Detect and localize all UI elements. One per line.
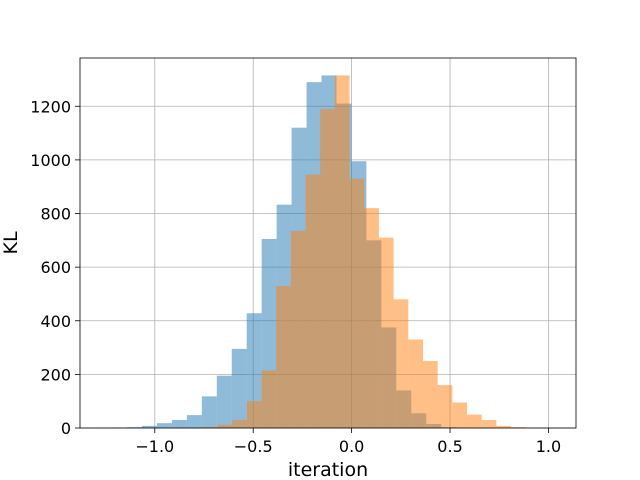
x-axis-label: iteration — [288, 459, 368, 480]
histogram-bar — [246, 401, 262, 428]
x-tick-label: 0.5 — [437, 437, 462, 456]
histogram-bar — [320, 108, 335, 429]
x-tick-label: 1.0 — [536, 437, 561, 456]
x-tick-label: −0.5 — [234, 437, 273, 456]
histogram-bar — [171, 419, 187, 428]
histogram-bar — [393, 299, 409, 428]
histogram-bar — [378, 237, 394, 428]
x-axis-ticks: −1.0 −0.5 0.0 0.5 1.0 — [135, 428, 561, 456]
histogram-bar — [496, 425, 512, 428]
histogram-bar — [511, 427, 526, 428]
y-tick-label: 0 — [61, 419, 71, 438]
histogram-bar — [201, 396, 217, 428]
histogram-bar — [481, 419, 497, 428]
histogram-bar — [216, 375, 232, 428]
y-tick-label: 600 — [40, 258, 71, 277]
histogram-bar — [142, 425, 157, 428]
histogram-bar — [467, 414, 482, 428]
histogram-bar — [437, 385, 453, 428]
series-2 — [188, 75, 541, 429]
histogram-bar — [127, 427, 142, 428]
bars-layer — [97, 75, 541, 429]
histogram-bar — [334, 75, 350, 428]
y-axis-label: KL — [0, 231, 22, 254]
histogram-bar — [186, 415, 202, 428]
histogram-bar — [422, 360, 438, 428]
y-tick-label: 200 — [40, 365, 71, 384]
histogram-bar — [231, 348, 247, 428]
histogram-bar — [156, 423, 172, 428]
y-tick-label: 1000 — [30, 151, 71, 170]
histogram-bar — [452, 402, 468, 428]
histogram-bar — [364, 208, 379, 428]
x-tick-label: 0.0 — [339, 437, 364, 456]
histogram-bar — [305, 174, 321, 428]
histogram-bar — [349, 178, 365, 428]
y-tick-label: 400 — [40, 312, 71, 331]
histogram-bar — [202, 427, 218, 428]
y-axis-ticks: 0 200 400 600 800 1000 1200 — [30, 97, 80, 438]
histogram-bar — [246, 313, 262, 428]
y-tick-label: 1200 — [30, 97, 71, 116]
histogram-bar — [232, 419, 247, 428]
x-tick-label: −1.0 — [135, 437, 174, 456]
histogram-bar — [261, 370, 277, 428]
plot-frame — [79, 57, 577, 429]
histogram-bar — [217, 424, 233, 428]
histogram-bar — [290, 230, 306, 428]
histogram-bar — [276, 285, 291, 428]
histogram-bar — [408, 339, 423, 428]
y-tick-label: 800 — [40, 205, 71, 224]
